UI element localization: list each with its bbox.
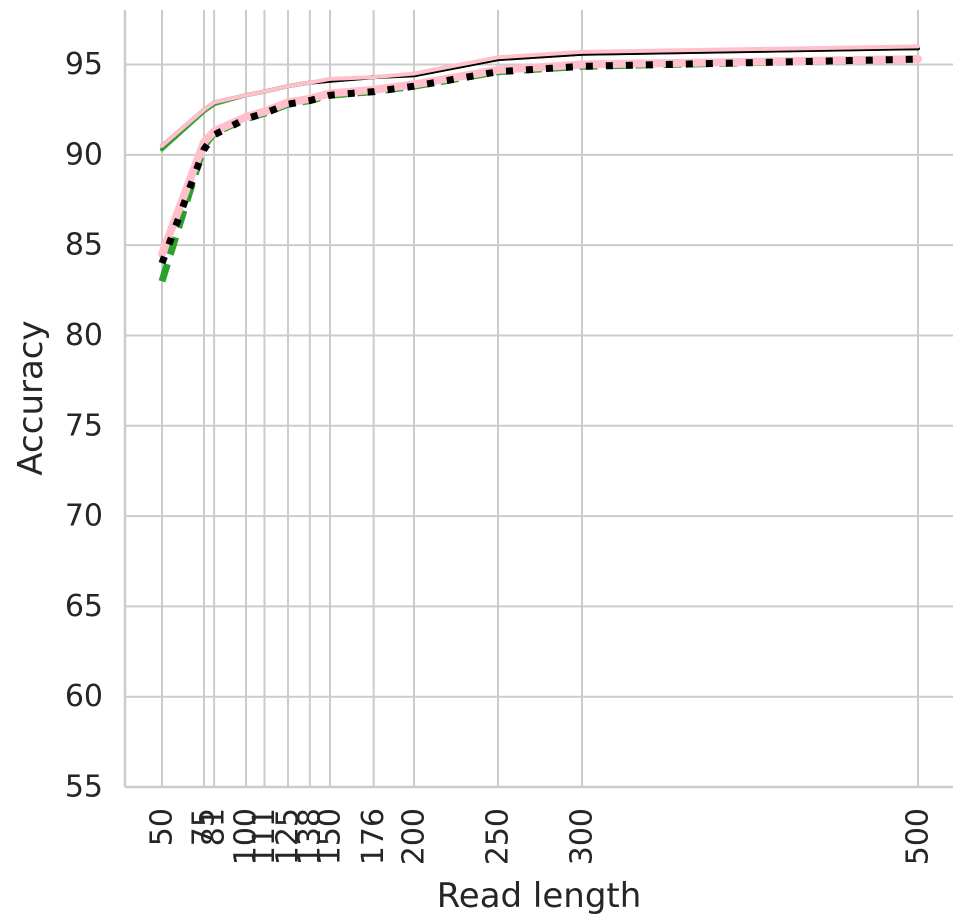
x-tick-label: 200 — [397, 808, 432, 865]
y-tick-label: 95 — [65, 47, 103, 82]
series-line-3 — [160, 44, 920, 148]
y-tick-label: 90 — [65, 137, 103, 172]
series-lines — [158, 44, 922, 283]
x-axis-title: Read length — [437, 876, 642, 916]
y-tick-label: 85 — [65, 228, 103, 263]
x-tick-label: 100 — [229, 808, 264, 865]
x-tick-label: 500 — [901, 808, 936, 865]
grid-lines — [125, 10, 953, 788]
y-tick-label: 75 — [65, 408, 103, 443]
y-tick-label: 60 — [65, 679, 103, 714]
x-tick-label: 138 — [292, 808, 327, 865]
y-axis-title: Accuracy — [11, 320, 51, 475]
axes — [123, 10, 953, 789]
x-tick-label: 111 — [247, 808, 282, 865]
series-line-4 — [158, 55, 919, 283]
x-tick-label: 300 — [565, 808, 600, 865]
y-tick-label: 80 — [65, 318, 103, 353]
x-tick-label: 176 — [356, 808, 391, 865]
x-tick-label: 125 — [271, 808, 306, 865]
x-tick-label: 150 — [313, 808, 348, 865]
x-tick-label: 81 — [197, 808, 232, 846]
x-tick-label: 50 — [145, 808, 180, 846]
y-tick-label: 65 — [65, 589, 103, 624]
x-tick-label: 75 — [187, 808, 222, 846]
series-line-6 — [158, 55, 919, 265]
y-tick-label: 55 — [65, 770, 103, 805]
x-tick-label: 250 — [481, 808, 516, 865]
y-tick-label: 70 — [65, 499, 103, 534]
